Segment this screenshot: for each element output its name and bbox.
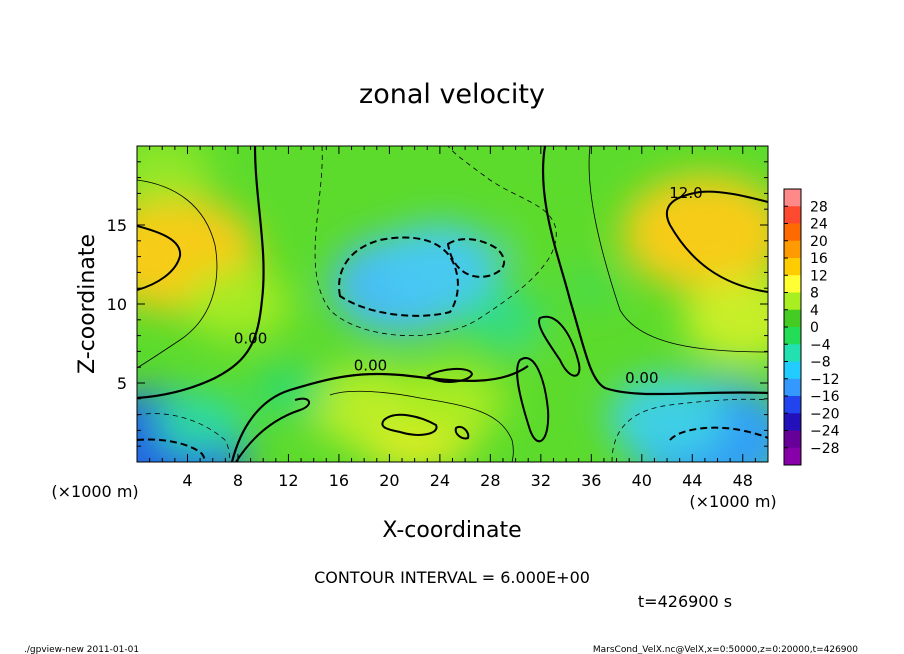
colorbar-segment-6 bbox=[784, 292, 801, 311]
colorbar-segment-9 bbox=[784, 344, 801, 362]
x-tick-label-8: 36 bbox=[581, 471, 601, 490]
colorbar-label-1: 24 bbox=[810, 217, 828, 233]
colorbar-segment-5 bbox=[784, 275, 801, 293]
contour-12-bottom bbox=[381, 413, 438, 436]
field-blob-14 bbox=[461, 290, 545, 349]
x-tick-label-6: 28 bbox=[480, 471, 500, 490]
x-tick-label-2: 12 bbox=[278, 471, 298, 490]
field-blob-5 bbox=[308, 367, 421, 447]
colorbar-segment-15 bbox=[784, 447, 801, 466]
colorbar-label-3: 16 bbox=[810, 251, 828, 267]
colorbar-segment-14 bbox=[784, 430, 801, 449]
y-tick-label-2: 15 bbox=[107, 216, 127, 235]
x-tick-label-7: 32 bbox=[531, 471, 551, 490]
contour-neg12-lobe bbox=[446, 238, 506, 278]
colorbar-label-4: 12 bbox=[810, 268, 828, 284]
x-tick-label-11: 48 bbox=[733, 471, 753, 490]
contour-12-left bbox=[137, 225, 182, 291]
colorbar-segment-12 bbox=[784, 396, 801, 414]
contour-neg6-bottom-right bbox=[611, 398, 768, 462]
colorbar-label-11: −16 bbox=[810, 389, 840, 405]
colorbar-label-7: 0 bbox=[810, 320, 819, 336]
zero-contour-middle bbox=[230, 365, 529, 462]
field-blob-16 bbox=[490, 348, 566, 402]
contour-neg6-main bbox=[314, 146, 557, 337]
colorbar-label-12: −20 bbox=[810, 406, 840, 422]
zero-contour-right bbox=[541, 146, 768, 396]
field-blob-1 bbox=[622, 174, 768, 292]
footer-right: MarsCond_VelX.nc@VelX,x=0:50000,z=0:2000… bbox=[593, 645, 858, 654]
zero-contour-lobe-4 bbox=[235, 397, 310, 462]
colorbar-segment-11 bbox=[784, 378, 801, 397]
colorbar-segment-13 bbox=[784, 413, 801, 431]
field-blob-18 bbox=[561, 267, 622, 310]
chart-title: zonal velocity bbox=[359, 79, 545, 110]
colorbar-segment-7 bbox=[784, 309, 801, 328]
contour-6-left bbox=[137, 179, 218, 369]
y-axis-ticks: 5 10 15 bbox=[107, 161, 768, 447]
zero-contour-lobe-1 bbox=[538, 315, 581, 377]
contour-label-0: 12.0 bbox=[669, 184, 702, 202]
field-blob-8 bbox=[607, 375, 727, 460]
x-tick-label-0: 4 bbox=[182, 471, 192, 490]
colorbar-segment-8 bbox=[784, 327, 801, 345]
zero-contour-lobe-2 bbox=[516, 357, 550, 443]
contour-12-right bbox=[665, 190, 768, 293]
field-blob-15 bbox=[509, 214, 585, 268]
contour-label-1: 0.00 bbox=[234, 330, 267, 348]
colorbar-segment-0 bbox=[784, 189, 801, 207]
contour-neg12-bottom-right bbox=[669, 426, 768, 441]
colorbar-label-8: −4 bbox=[810, 337, 831, 353]
colorbar-segment-3 bbox=[784, 240, 801, 259]
colorbar-label-13: −24 bbox=[810, 424, 840, 440]
contour-6-bottom bbox=[329, 390, 514, 462]
colorbar-segment-2 bbox=[784, 223, 801, 242]
x-axis-unit: (×1000 m) bbox=[689, 492, 776, 511]
x-tick-label-9: 40 bbox=[632, 471, 652, 490]
contour-lines bbox=[137, 146, 768, 462]
field-blob-11 bbox=[137, 146, 211, 204]
field-blob-3 bbox=[376, 222, 504, 313]
x-axis-label: X-coordinate bbox=[382, 518, 521, 543]
y-axis-label: Z-coordinate bbox=[75, 234, 100, 374]
colorbar-segment-10 bbox=[784, 361, 801, 380]
colorbar-label-14: −28 bbox=[810, 441, 840, 457]
x-tick-label-4: 20 bbox=[379, 471, 399, 490]
colorbar-label-0: 28 bbox=[810, 199, 828, 215]
x-tick-label-1: 8 bbox=[233, 471, 243, 490]
contour-6-right bbox=[588, 146, 768, 353]
time-label: t=426900 s bbox=[638, 592, 732, 611]
contour-neg6-bottom-left bbox=[137, 413, 231, 462]
footer-left: ./gpview-new 2011-01-01 bbox=[24, 645, 139, 654]
field-blob-12 bbox=[682, 277, 768, 362]
x-tick-label-5: 24 bbox=[430, 471, 450, 490]
contour-label-3: 0.00 bbox=[625, 369, 658, 387]
zero-contour-lobe-3 bbox=[426, 368, 474, 383]
contour-labels: 12.0 0.00 0.00 0.00 bbox=[234, 184, 703, 387]
y-tick-label-1: 10 bbox=[107, 295, 127, 314]
colorbar-label-9: −8 bbox=[810, 355, 831, 371]
zero-contour-left bbox=[137, 146, 265, 400]
x-tick-label-3: 16 bbox=[329, 471, 349, 490]
y-axis-unit: (×1000 m) bbox=[51, 482, 138, 501]
contour-12-spot bbox=[454, 426, 470, 440]
colorbar-label-6: 4 bbox=[810, 303, 819, 319]
field-blob-10 bbox=[155, 390, 245, 455]
contour-interval: CONTOUR INTERVAL = 6.000E+00 bbox=[314, 568, 590, 587]
x-tick-label-10: 44 bbox=[682, 471, 702, 490]
colorbar-label-2: 20 bbox=[810, 234, 828, 250]
field-blobs bbox=[137, 146, 768, 462]
colorbar-label-10: −12 bbox=[810, 372, 840, 388]
x-axis-ticks: 4 8 12 16 20 24 28 32 36 40 44 48 bbox=[149, 146, 756, 490]
colorbar-segment-4 bbox=[784, 258, 801, 276]
colorbar-segment-1 bbox=[784, 206, 801, 224]
y-tick-label-0: 5 bbox=[117, 374, 127, 393]
plot-area: 12.00.000.000.00 4 8 12 16 20 24 28 32 36 40 44 48 … bbox=[107, 145, 769, 490]
colorbar-label-5: 8 bbox=[810, 286, 819, 302]
contour-label-2: 0.00 bbox=[354, 356, 387, 374]
